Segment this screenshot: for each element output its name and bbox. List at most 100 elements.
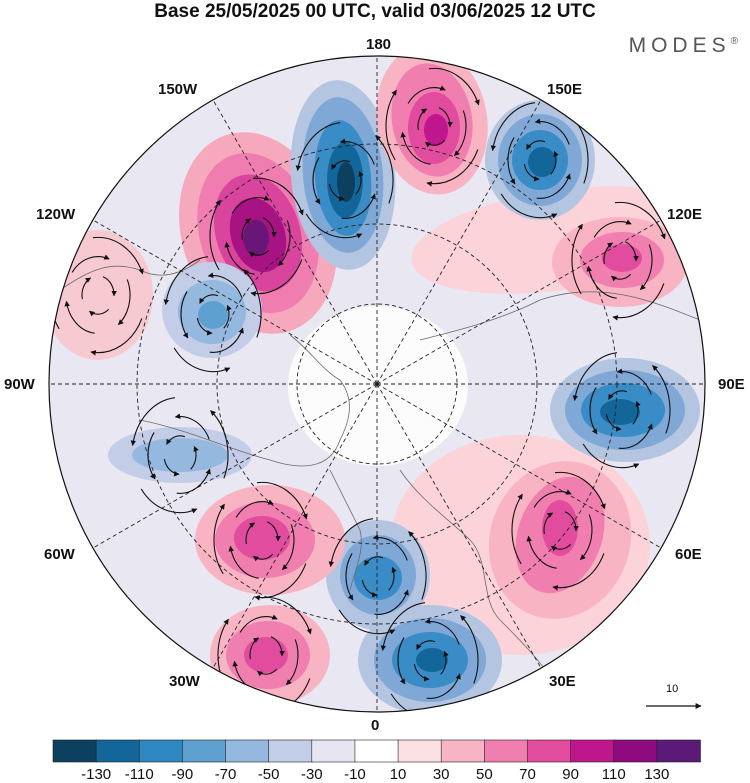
lon-label-30e: 30E [549, 673, 576, 690]
colorbar-tick-label: 90 [562, 766, 579, 783]
streamline [417, 108, 428, 131]
streamline [174, 413, 210, 440]
streamline [554, 471, 606, 510]
streamline [331, 160, 351, 170]
lon-label-180: 180 [366, 36, 392, 53]
lon-label-60w: 60W [44, 546, 75, 563]
streamline [345, 553, 354, 601]
colorbar-tick-label: 70 [519, 766, 536, 783]
streamline [241, 218, 252, 241]
meridian-line [376, 99, 542, 385]
colorbar-tick-label: -10 [344, 766, 366, 783]
colorbar-swatch [52, 739, 97, 763]
streamline [632, 400, 641, 425]
streamline [413, 663, 430, 682]
streamline [305, 213, 363, 239]
streamline [361, 579, 378, 598]
meridian-line [376, 383, 542, 669]
streamline [614, 201, 666, 240]
streamline [533, 489, 572, 508]
streamline [147, 432, 156, 480]
streamline [571, 223, 583, 295]
streamline [239, 614, 278, 633]
streamline [438, 107, 453, 128]
colorbar-tick-label: 30 [432, 766, 450, 783]
colorbar [52, 739, 701, 763]
colorbar-swatch [527, 739, 572, 763]
colorbar-tick-label: 10 [389, 766, 407, 783]
streamline [252, 553, 274, 562]
streamline [579, 514, 593, 561]
streamline [390, 693, 448, 712]
streamline [71, 254, 110, 273]
streamline [416, 640, 436, 650]
streamline [270, 636, 285, 657]
streamline [235, 499, 274, 518]
brand-name: MODES [628, 34, 731, 57]
colorbar-swatch [440, 739, 486, 763]
colorbar-tick-label: 50 [475, 766, 493, 783]
streamline [460, 615, 479, 684]
streamline [355, 170, 364, 195]
colorbar-tick-label: -70 [214, 766, 237, 783]
streamline [428, 67, 480, 106]
streamline [374, 589, 409, 615]
streamline [256, 481, 308, 520]
streamline [605, 413, 622, 432]
colorbar-swatch [570, 739, 615, 763]
streamline [397, 637, 406, 685]
colorbar-swatch [182, 739, 227, 763]
streamline [624, 241, 639, 262]
lon-label-0: 0 [371, 717, 380, 734]
streamline [64, 300, 95, 334]
colorbar-swatch [138, 739, 184, 763]
streamline [380, 602, 426, 652]
streamline [603, 242, 614, 265]
streamline [586, 265, 617, 299]
streamline [526, 535, 557, 569]
streamline [500, 193, 558, 219]
streamline [295, 122, 341, 172]
colorbar-tick-label: -30 [300, 766, 323, 783]
streamline [102, 276, 117, 297]
vector-scale-label: 10 [666, 683, 679, 695]
meridian-line [92, 383, 378, 549]
streamline [490, 102, 536, 152]
colorbar-swatch [484, 739, 529, 763]
streamline [372, 534, 408, 561]
streamline [266, 521, 281, 542]
streamline [400, 131, 431, 165]
lon-label-60e: 60E [675, 546, 702, 563]
streamline [140, 488, 198, 514]
streamline [312, 157, 321, 205]
colorbar-tick-label: 110 [601, 766, 626, 783]
streamline [262, 217, 277, 238]
streamline [256, 668, 278, 677]
streamline [543, 512, 554, 535]
lon-label-30w: 30W [169, 673, 200, 690]
streamline [277, 220, 291, 267]
streamline [364, 556, 384, 566]
streamline [339, 138, 375, 165]
streamline [536, 173, 571, 199]
streamline [228, 545, 259, 579]
streamline [589, 387, 598, 435]
streamline [117, 279, 131, 326]
streamline [199, 294, 219, 304]
graticule [49, 56, 705, 712]
streamline [190, 445, 199, 470]
streamline [260, 596, 312, 635]
streamline [88, 308, 110, 317]
colorbar-tick-label: -130 [81, 766, 112, 783]
map-title: Base 25/05/2025 00 UTC, valid 03/06/2025… [154, 1, 596, 22]
meridian-line [376, 219, 662, 385]
streamline [407, 85, 446, 104]
streamline [173, 347, 231, 373]
meridian-line [212, 99, 378, 385]
colorbar-tick-label: -90 [171, 766, 194, 783]
streamline [440, 650, 449, 675]
streamline [608, 390, 628, 400]
streamline [180, 291, 189, 339]
streamline [639, 244, 653, 291]
